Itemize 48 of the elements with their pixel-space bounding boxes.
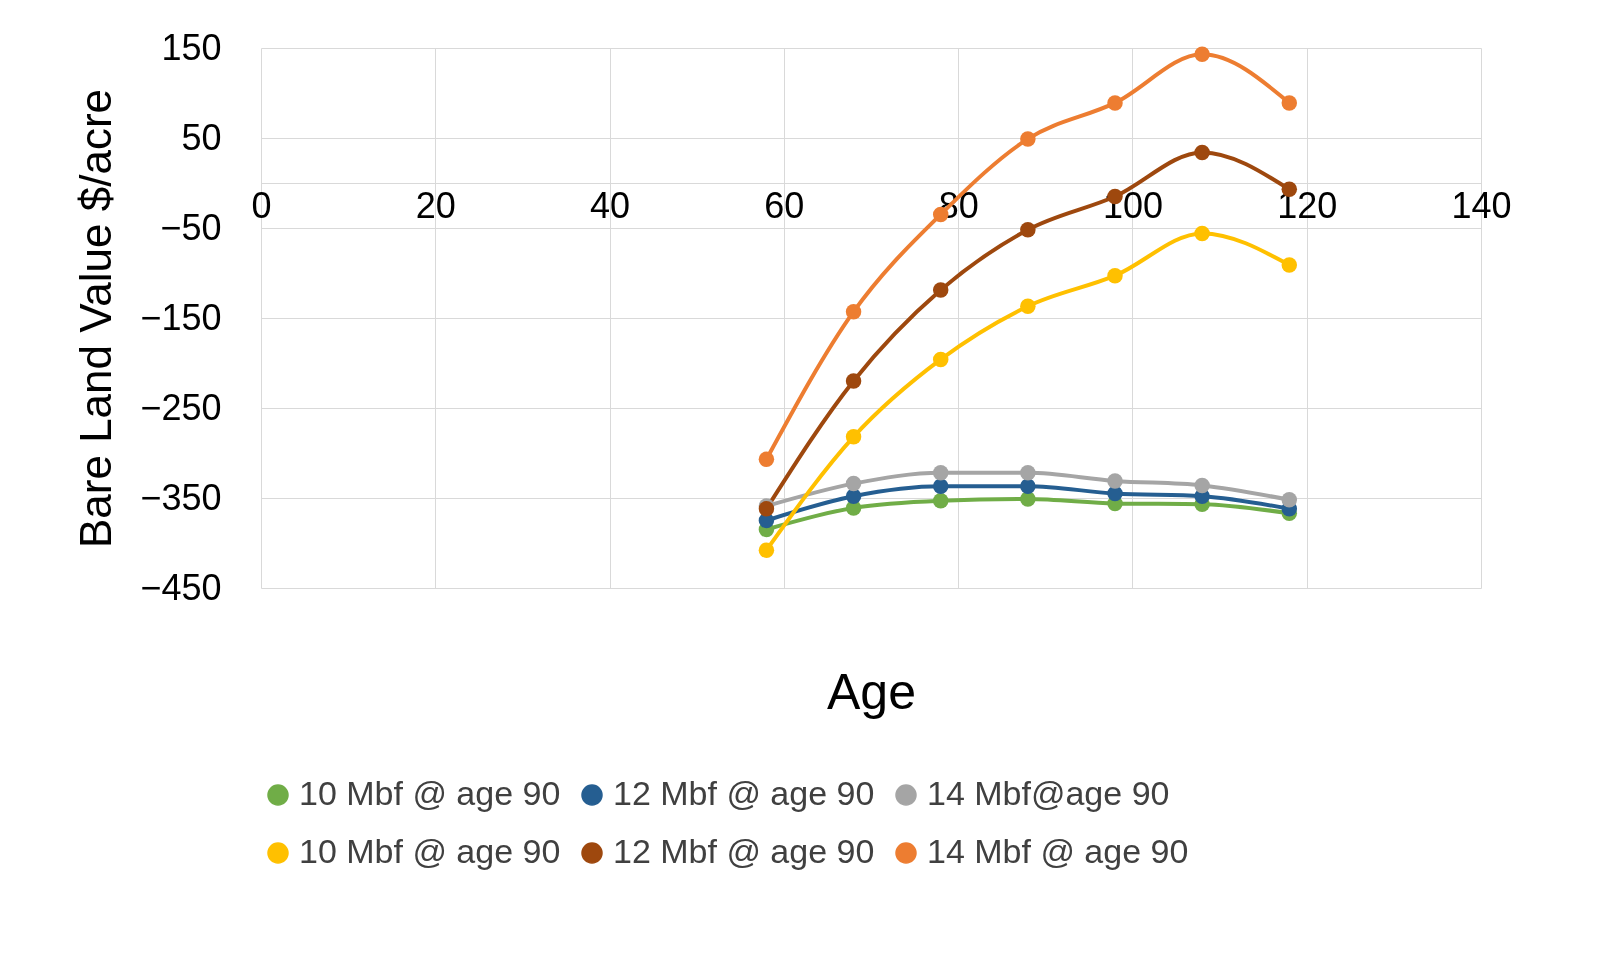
legend-label: 10 Mbf @ age 90: [299, 832, 561, 870]
x-tick-label: 20: [415, 184, 456, 226]
point: [1020, 131, 1036, 147]
point: [845, 303, 862, 320]
x-tick-label: 0: [251, 184, 272, 226]
point: [1194, 225, 1210, 242]
point: [932, 492, 949, 509]
point: [1107, 95, 1123, 111]
point: [1194, 477, 1210, 494]
x-tick-label: 40: [590, 184, 631, 226]
point: [1020, 465, 1036, 481]
point: [845, 429, 862, 445]
legend-label: 12 Mbf @ age 90: [613, 774, 875, 812]
legend-label: 14 Mbf @ age 90: [927, 832, 1189, 870]
point: [1020, 298, 1036, 315]
legend-label: 10 Mbf @ age 90: [299, 774, 561, 812]
x-tick-label: 60: [764, 184, 805, 226]
point: [932, 282, 949, 298]
point: [1281, 95, 1298, 111]
x-tick-label: 120: [1277, 184, 1338, 226]
y-tick-label: −250: [140, 386, 222, 428]
y-tick-label: −350: [140, 476, 222, 518]
legend-label: 12 Mbf @ age 90: [613, 832, 875, 870]
point: [845, 373, 862, 389]
point: [1107, 473, 1123, 489]
point: [1107, 267, 1123, 284]
point: [1194, 46, 1210, 63]
point: [932, 465, 949, 481]
y-tick-label: −50: [160, 206, 222, 248]
point: [932, 351, 949, 368]
y-tick-label: −150: [140, 296, 222, 338]
point: [1281, 257, 1298, 273]
point: [758, 451, 775, 468]
point: [1020, 478, 1036, 495]
point: [758, 542, 775, 558]
point: [1281, 492, 1298, 508]
x-tick-label: 140: [1451, 184, 1512, 226]
y-axis-title: Bare Land Value $/acre: [71, 88, 121, 549]
legend-label: 14 Mbf@age 90: [927, 774, 1170, 812]
point: [932, 478, 949, 495]
point: [1107, 485, 1123, 502]
point: [1020, 222, 1036, 238]
y-tick-label: 150: [161, 26, 222, 68]
point: [1194, 144, 1210, 161]
y-tick-label: −450: [140, 566, 222, 608]
y-tick-label: 50: [181, 116, 222, 158]
point: [845, 475, 862, 492]
x-axis-title: Age: [827, 663, 916, 720]
